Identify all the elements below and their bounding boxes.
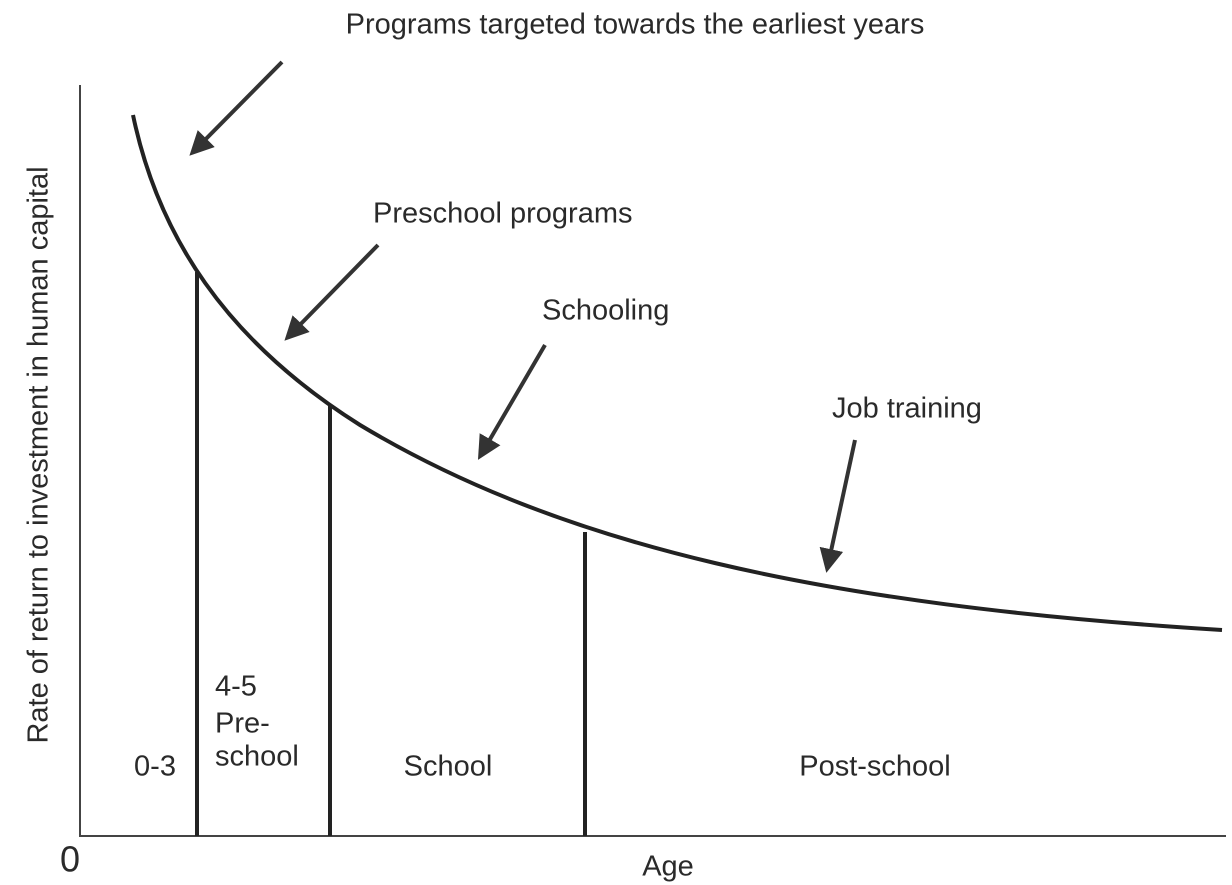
arrow [477,343,547,460]
y-axis-label: Rate of return to investment in human ca… [23,166,55,743]
annotation: Schooling [542,295,669,327]
arrow [284,243,380,341]
segment-label: Pre- [215,708,270,740]
segment-label: 0-3 [134,751,176,783]
segment-label: Post-school [799,751,951,783]
segment-label: school [215,741,299,773]
title: Programs targeted towards the earliest y… [346,9,925,41]
origin-label: 0 [60,839,80,880]
annotation: Preschool programs [373,198,633,230]
return-curve [131,114,1223,632]
segment-label: 4-5 [215,671,257,703]
arrow [189,60,284,156]
segment-label: School [404,751,493,783]
arrow [819,439,857,573]
x-axis-label: Age [642,851,694,883]
annotation: Job training [832,393,982,425]
